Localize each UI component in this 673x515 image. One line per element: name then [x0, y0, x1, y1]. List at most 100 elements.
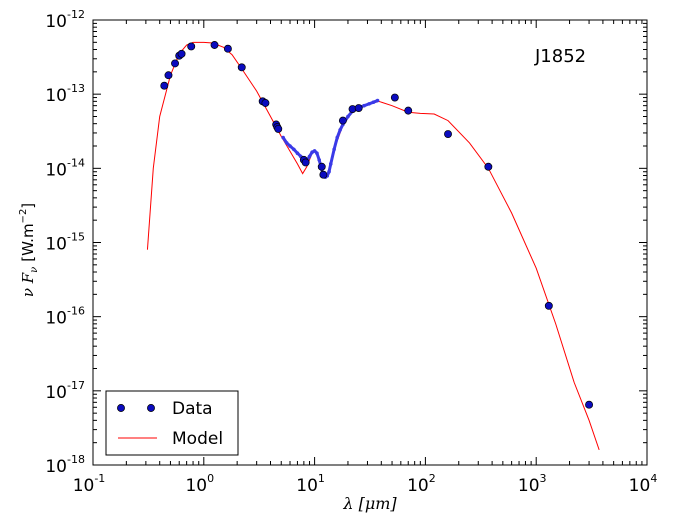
x-tick-marks [92, 20, 643, 465]
y-axis-label-units-exp: −2 [18, 209, 29, 224]
spectrum-point [288, 144, 292, 148]
spectrum-point [307, 154, 312, 159]
x-tick-label-exp: 4 [650, 472, 657, 485]
spectrum-point [335, 135, 340, 140]
data-point [160, 81, 169, 90]
y-tick-label-base: 10 [45, 86, 67, 106]
data-point [338, 116, 347, 125]
x-tick-label: 103 [518, 472, 547, 496]
x-tick-label-exp: -1 [94, 472, 105, 485]
data-point [223, 44, 232, 53]
spectrum-point [338, 128, 342, 132]
data-point [390, 93, 399, 102]
spectrum-point [317, 158, 321, 162]
y-tick-label-base: 10 [45, 235, 67, 255]
spectrum-point [315, 151, 319, 155]
legend-data-label: Data [172, 399, 213, 419]
legend: Data Model [105, 390, 239, 456]
spectrum-line [281, 99, 379, 179]
data-point [237, 63, 246, 72]
x-tick-label-exp: 1 [318, 472, 325, 485]
data-point [274, 124, 283, 133]
spectrum-series [281, 98, 380, 179]
spectrum-point [328, 162, 333, 166]
data-point [404, 106, 413, 115]
data-point [544, 301, 553, 310]
y-tick-label-base: 10 [45, 12, 67, 32]
y-tick-label-exp: -13 [67, 82, 85, 95]
spectrum-point [281, 135, 285, 140]
y-tick-label-exp: -18 [67, 453, 85, 466]
y-tick-label-base: 10 [45, 457, 67, 477]
y-tick-label-exp: -14 [67, 156, 85, 169]
y-tick-label: 10 [45, 309, 67, 329]
spectrum-point [362, 103, 366, 108]
data-point [319, 170, 328, 179]
spectrum-point [295, 151, 300, 155]
y-tick-label: 10 [45, 235, 67, 255]
y-axis-label-units-close: ] [19, 203, 37, 209]
data-point [171, 59, 179, 68]
y-tick-label: 10 [45, 12, 67, 32]
x-tick-label: 100 [185, 472, 214, 496]
y-tick-label: 10 [45, 160, 67, 180]
x-axis-label: λ [μm] [342, 494, 397, 513]
spectrum-point [367, 102, 371, 106]
legend-data-marker-1 [117, 404, 125, 412]
x-tick-label-base: 10 [296, 476, 318, 496]
spectrum-point [292, 147, 296, 152]
data-point [177, 49, 186, 58]
x-tick-label-base: 10 [407, 476, 429, 496]
data-point [444, 130, 452, 138]
spectrum-point [284, 141, 289, 145]
x-tick-label-exp: 0 [207, 472, 214, 485]
y-axis-label-sub: ν [29, 267, 40, 273]
spectrum-point [327, 169, 331, 174]
y-tick-label-base: 10 [45, 309, 67, 329]
y-axis-label-units: [W.m [19, 223, 37, 261]
data-point [484, 162, 493, 171]
spectrum-point [371, 100, 376, 104]
spectrum-point [375, 98, 380, 103]
data-point [317, 162, 326, 171]
x-tick-label-base: 10 [629, 476, 651, 496]
y-tick-label: 10 [45, 457, 67, 477]
data-point [210, 41, 219, 49]
spectrum-point [312, 149, 317, 153]
data-point [187, 42, 196, 51]
data-point [261, 99, 270, 107]
data-point [354, 104, 363, 112]
spectrum-point [346, 114, 350, 119]
x-tick-label-exp: 3 [540, 472, 547, 485]
legend-box [105, 390, 239, 456]
x-tick-label: 104 [629, 472, 658, 496]
spectrum-point [332, 147, 336, 152]
y-tick-label-exp: -16 [67, 305, 85, 318]
x-tick-label-base: 10 [73, 476, 95, 496]
y-axis-label: ν Fν [W.m−2] [18, 203, 40, 297]
y-tick-label: 10 [45, 383, 67, 403]
y-tick-label-base: 10 [45, 160, 67, 180]
data-point [301, 158, 310, 167]
x-tick-label-base: 10 [185, 476, 207, 496]
y-tick-label-exp: -12 [67, 8, 85, 21]
y-tick-marks [93, 22, 647, 466]
data-series [160, 41, 594, 409]
x-tick-label-base: 10 [518, 476, 540, 496]
source-label: J1852 [534, 46, 586, 67]
x-tick-label: 102 [407, 472, 436, 496]
x-tick-label-exp: 2 [429, 472, 436, 485]
x-tick-labels: 10-1 100 101 102 103 104 [73, 472, 658, 496]
y-tick-label-exp: -15 [67, 231, 85, 244]
y-tick-label-exp: -17 [67, 379, 85, 392]
x-tick-label: 10-1 [73, 472, 106, 496]
y-tick-label-base: 10 [45, 383, 67, 403]
legend-model-label: Model [172, 429, 223, 449]
data-point [585, 400, 594, 409]
legend-data-marker-2 [147, 404, 155, 412]
data-point [164, 71, 173, 80]
y-tick-label: 10 [45, 86, 67, 106]
y-axis-label-main: ν F [19, 272, 37, 297]
